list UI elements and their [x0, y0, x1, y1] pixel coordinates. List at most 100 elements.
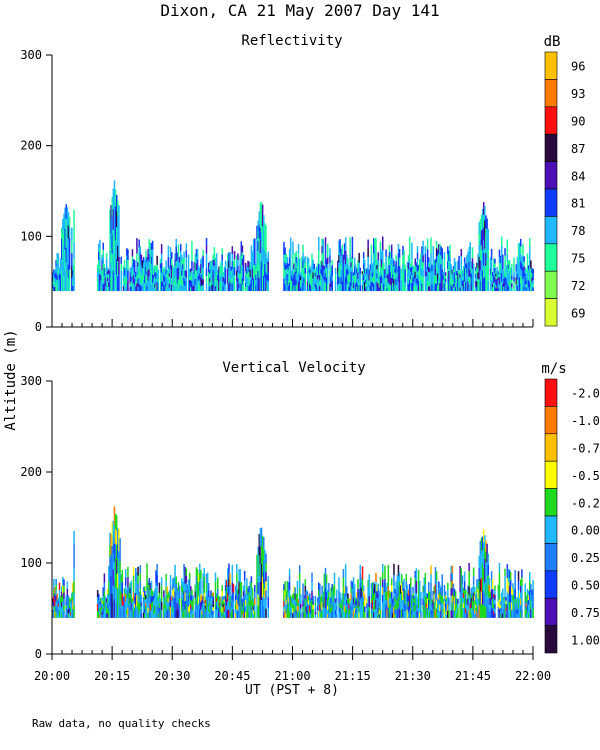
reflectivity-cell: [294, 262, 296, 273]
reflectivity-cell: [165, 277, 167, 283]
reflectivity-cell: [54, 273, 56, 279]
velocity-cell: [420, 611, 422, 618]
reflectivity-cell: [65, 233, 67, 248]
reflectivity-cell: [404, 282, 406, 287]
velocity-cell: [129, 582, 131, 589]
velocity-cell: [402, 590, 404, 600]
velocity-cell: [197, 588, 200, 597]
reflectivity-cell: [386, 268, 388, 273]
velocity-cell: [328, 582, 330, 592]
velocity-cell: [248, 598, 250, 606]
velocity-cell: [201, 599, 203, 604]
velocity-cell: [389, 602, 392, 609]
velocity-cell: [248, 611, 250, 618]
velocity-cell: [366, 607, 368, 614]
reflectivity-cell: [236, 280, 238, 286]
velocity-cell: [498, 608, 501, 618]
reflectivity-cell: [350, 276, 353, 282]
velocity-cell: [286, 580, 289, 591]
velocity-cell: [422, 592, 424, 599]
velocity-cell: [60, 591, 63, 597]
reflectivity-cell: [410, 275, 412, 280]
velocity-colorbar-label: -1.00: [571, 414, 600, 428]
reflectivity-cell: [411, 258, 413, 267]
velocity-cell: [497, 612, 500, 618]
velocity-cell: [362, 606, 365, 613]
reflectivity-cell: [408, 279, 411, 292]
reflectivity-cell: [156, 264, 158, 274]
reflectivity-cell: [503, 278, 505, 283]
reflectivity-cell: [184, 270, 186, 276]
reflectivity-cell: [522, 255, 524, 268]
velocity-cell: [411, 602, 413, 607]
reflectivity-cell: [343, 267, 346, 276]
velocity-cell: [433, 601, 436, 610]
velocity-cell: [503, 608, 505, 613]
velocity-cell: [426, 603, 429, 609]
reflectivity-cell: [205, 268, 208, 276]
reflectivity-cell: [403, 270, 405, 281]
reflectivity-cell: [366, 268, 368, 275]
velocity-cell: [479, 579, 482, 593]
velocity-cell: [112, 569, 115, 586]
velocity-cell: [165, 580, 167, 587]
reflectivity-cell: [432, 246, 434, 258]
reflectivity-cell: [71, 240, 73, 254]
velocity-colorbar-swatch: [544, 378, 558, 407]
reflectivity-cell: [515, 264, 518, 272]
reflectivity-cell: [325, 286, 328, 292]
velocity-cell: [215, 597, 218, 602]
reflectivity-cell: [513, 267, 515, 273]
velocity-cell: [445, 604, 448, 609]
reflectivity-cell: [114, 273, 117, 292]
reflectivity-cell: [436, 255, 439, 262]
reflectivity-cell: [284, 269, 286, 277]
reflectivity-cell: [56, 263, 59, 270]
velocity-cell: [305, 600, 308, 607]
velocity-cell: [487, 606, 489, 618]
reflectivity-cell: [168, 280, 171, 284]
reflectivity-cell: [131, 256, 134, 264]
velocity-cell: [181, 591, 183, 599]
velocity-cell: [164, 607, 166, 613]
reflectivity-cell: [370, 253, 373, 264]
velocity-cell: [504, 575, 506, 583]
velocity-cell: [205, 573, 208, 583]
reflectivity-cell: [298, 263, 301, 270]
velocity-cell: [188, 598, 191, 606]
reflectivity-cell: [286, 256, 289, 263]
velocity-cell: [267, 586, 270, 598]
velocity-cell: [518, 602, 521, 609]
velocity-cell: [528, 608, 531, 618]
reflectivity-cell: [447, 283, 449, 292]
velocity-cell: [100, 610, 102, 615]
reflectivity-cell: [448, 250, 450, 262]
velocity-cell: [317, 589, 320, 597]
reflectivity-cell: [513, 271, 515, 277]
velocity-cell: [256, 579, 258, 593]
velocity-cell: [362, 612, 365, 618]
reflectivity-cell: [520, 283, 522, 292]
velocity-cell: [287, 592, 290, 598]
velocity-cell: [115, 544, 118, 560]
velocity-cell: [468, 578, 470, 587]
velocity-cell: [294, 605, 296, 612]
reflectivity-cell: [484, 206, 486, 221]
reflectivity-cell: [291, 270, 293, 276]
reflectivity-cell: [232, 266, 235, 274]
reflectivity-cell: [489, 257, 492, 264]
velocity-cell: [404, 590, 406, 598]
reflectivity-cell: [408, 269, 411, 281]
reflectivity-cell: [307, 286, 310, 292]
reflectivity-cell: [322, 277, 324, 292]
reflectivity-cell: [177, 244, 180, 257]
reflectivity-cell: [352, 272, 355, 276]
reflectivity-cell: [129, 286, 131, 292]
reflectivity-cell: [362, 263, 365, 270]
velocity-cell: [368, 595, 371, 608]
reflectivity-cell: [434, 274, 437, 284]
velocity-cell: [392, 598, 394, 604]
velocity-cell: [132, 575, 135, 585]
reflectivity-cell: [532, 268, 534, 273]
